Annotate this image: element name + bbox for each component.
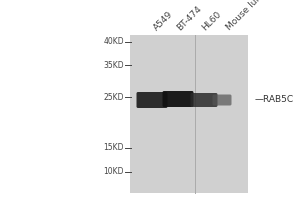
Text: Mouse lung: Mouse lung	[225, 0, 268, 32]
Text: —RAB5C: —RAB5C	[255, 96, 294, 104]
Text: A549: A549	[152, 9, 175, 32]
Bar	[130, 35, 248, 193]
FancyBboxPatch shape	[136, 92, 167, 108]
Text: 25KD: 25KD	[103, 92, 124, 102]
Text: BT-474: BT-474	[175, 4, 203, 32]
Bar	[130, 193, 248, 200]
FancyBboxPatch shape	[190, 93, 218, 107]
Text: 35KD: 35KD	[103, 60, 124, 70]
Text: 15KD: 15KD	[103, 144, 124, 152]
Text: 40KD: 40KD	[103, 38, 124, 46]
Text: HL60: HL60	[200, 9, 223, 32]
FancyBboxPatch shape	[212, 95, 232, 106]
FancyBboxPatch shape	[163, 91, 194, 107]
Bar	[0, 0, 130, 200]
Bar	[130, 0, 248, 35]
Bar	[248, 0, 300, 200]
Text: 10KD: 10KD	[103, 168, 124, 176]
